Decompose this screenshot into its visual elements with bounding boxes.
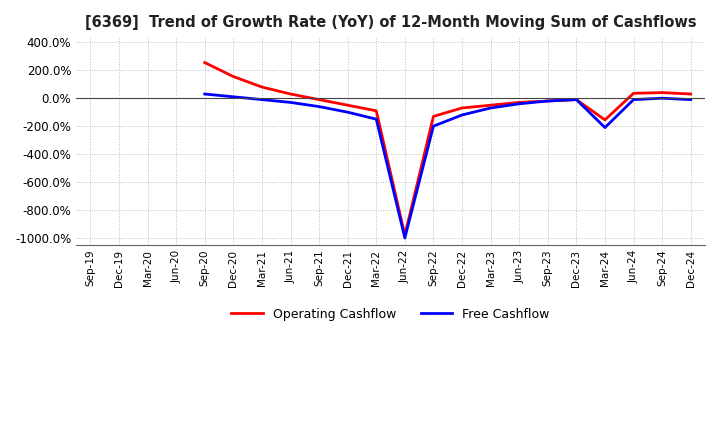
Title: [6369]  Trend of Growth Rate (YoY) of 12-Month Moving Sum of Cashflows: [6369] Trend of Growth Rate (YoY) of 12-… [85, 15, 696, 30]
Legend: Operating Cashflow, Free Cashflow: Operating Cashflow, Free Cashflow [226, 303, 554, 326]
